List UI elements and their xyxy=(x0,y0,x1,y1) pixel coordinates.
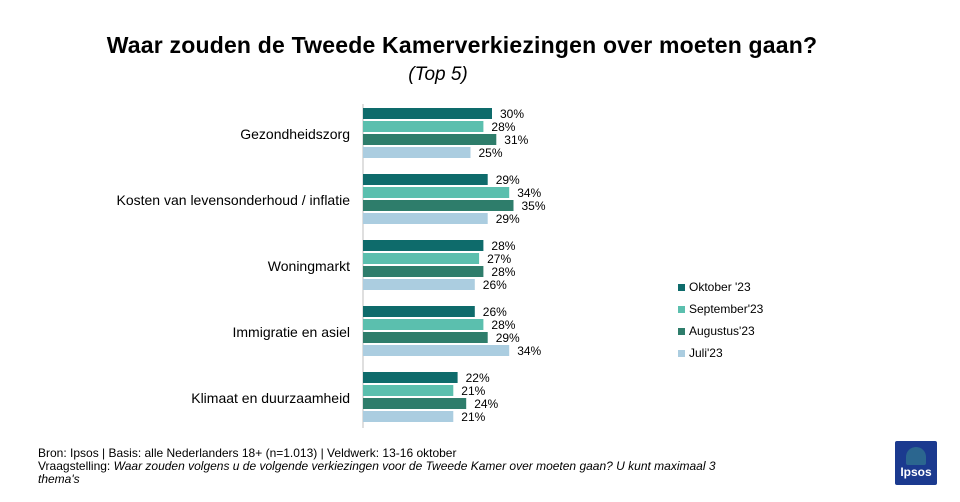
bar xyxy=(363,108,492,119)
bar xyxy=(363,411,454,422)
question-text: Waar zouden volgens u de volgende verkie… xyxy=(38,459,716,486)
question-prefix: Vraagstelling: xyxy=(38,459,114,473)
legend-item: Juli'23 xyxy=(678,342,763,364)
legend-item: Augustus'23 xyxy=(678,320,763,342)
bar xyxy=(363,319,484,330)
bar-value-label: 28% xyxy=(491,120,515,134)
bar-value-label: 27% xyxy=(487,252,511,266)
legend-swatch xyxy=(678,283,685,291)
category-label: Klimaat en duurzaamheid xyxy=(191,390,350,406)
bar xyxy=(363,266,484,277)
bar-value-label: 26% xyxy=(483,278,507,292)
bar xyxy=(363,187,510,198)
bar-value-label: 21% xyxy=(461,410,485,424)
category-label: Woningmarkt xyxy=(268,258,350,274)
ipsos-logo: Ipsos xyxy=(895,441,937,485)
bar-value-label: 31% xyxy=(504,133,528,147)
legend-label: Juli'23 xyxy=(689,346,723,360)
bar xyxy=(363,398,467,409)
bar-value-label: 30% xyxy=(500,107,524,121)
legend-label: Augustus'23 xyxy=(689,324,755,338)
bar-value-label: 34% xyxy=(517,186,541,200)
bar xyxy=(363,200,514,211)
bar xyxy=(363,147,471,158)
bar-value-label: 22% xyxy=(466,371,490,385)
bar-value-label: 28% xyxy=(491,265,515,279)
bar xyxy=(363,332,488,343)
bar xyxy=(363,240,484,251)
chart-legend: Oktober '23 September'23 Augustus'23 Juli'2… xyxy=(678,276,763,364)
bar-value-label: 35% xyxy=(522,199,546,213)
chart-subtitle: (Top 5) xyxy=(408,64,468,85)
bar-value-label: 26% xyxy=(483,305,507,319)
legend-item: September'23 xyxy=(678,298,763,320)
source-note: Bron: Ipsos | Basis: alle Nederlanders 1… xyxy=(38,446,457,460)
logo-shape xyxy=(906,447,926,465)
category-label: Kosten van levensonderhoud / inflatie xyxy=(117,192,351,208)
bar-value-label: 28% xyxy=(491,239,515,253)
bar-value-label: 34% xyxy=(517,344,541,358)
bar xyxy=(363,134,497,145)
chart-title: Waar zouden de Tweede Kamerverkiezingen … xyxy=(106,32,818,58)
category-label: Immigratie en asiel xyxy=(233,324,351,340)
bar xyxy=(363,213,488,224)
bar-value-label: 28% xyxy=(491,318,515,332)
bar-value-label: 21% xyxy=(461,384,485,398)
bar xyxy=(363,279,475,290)
bar-value-label: 29% xyxy=(496,212,520,226)
bar-value-label: 24% xyxy=(474,397,498,411)
question-note: Vraagstelling: Waar zouden volgens u de … xyxy=(38,460,738,486)
legend-item: Oktober '23 xyxy=(678,276,763,298)
bar-value-label: 25% xyxy=(479,146,503,160)
legend-label: September'23 xyxy=(689,302,764,316)
footer-notes: Bron: Ipsos | Basis: alle Nederlanders 1… xyxy=(38,447,738,486)
legend-swatch xyxy=(678,305,685,313)
logo-text: Ipsos xyxy=(900,465,932,479)
bar-value-label: 29% xyxy=(496,173,520,187)
legend-swatch xyxy=(678,349,685,357)
bar xyxy=(363,385,454,396)
bar-value-label: 29% xyxy=(496,331,520,345)
bar xyxy=(363,174,488,185)
legend-swatch xyxy=(678,327,685,335)
bar xyxy=(363,345,510,356)
bar xyxy=(363,372,458,383)
bar xyxy=(363,306,475,317)
bar xyxy=(363,121,484,132)
bar xyxy=(363,253,480,264)
legend-label: Oktober '23 xyxy=(689,280,751,294)
category-label: Gezondheidszorg xyxy=(240,126,350,142)
